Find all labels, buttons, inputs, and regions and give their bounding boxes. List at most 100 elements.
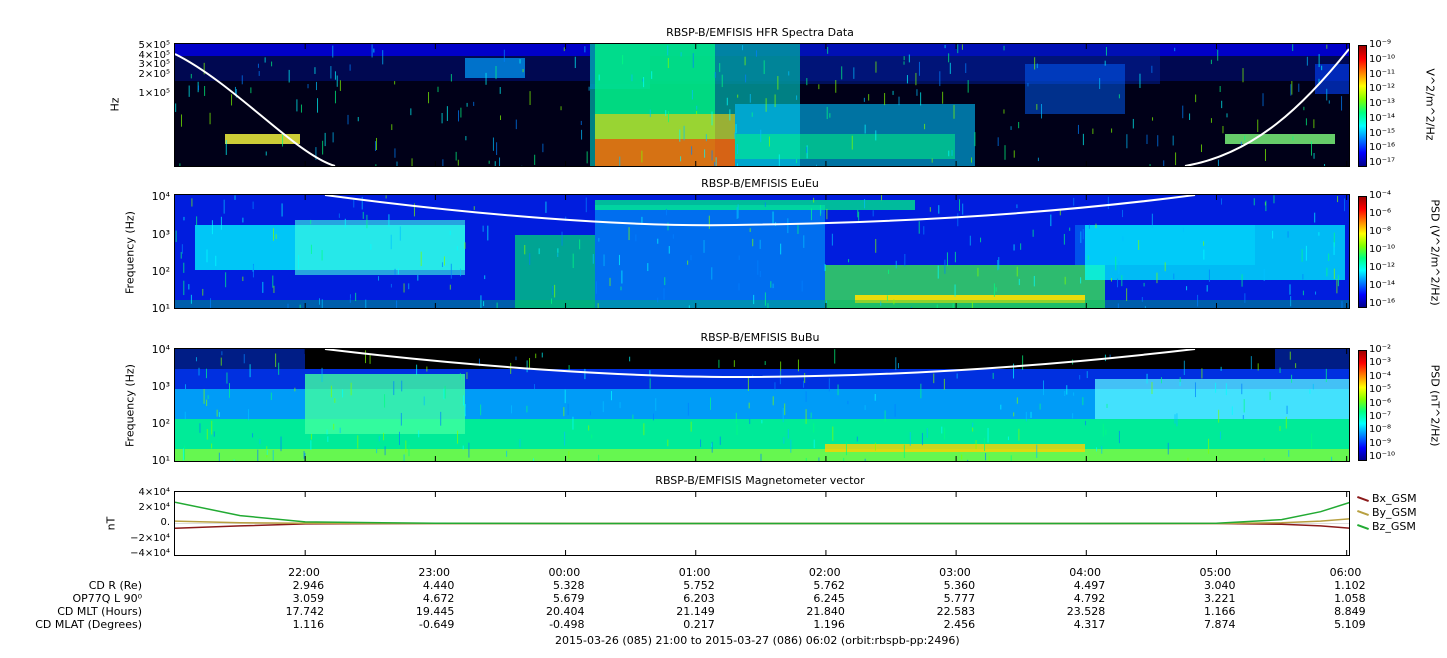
- spectrogram-speckle: [764, 292, 766, 306]
- spectrogram-speckle: [679, 129, 681, 142]
- spectrogram-speckle: [317, 98, 319, 113]
- spectrogram-speckle: [385, 195, 387, 199]
- spectrogram-speckle: [408, 444, 410, 457]
- spectrogram-speckle: [884, 410, 886, 422]
- spectrogram-speckle: [736, 424, 738, 436]
- spectrogram-speckle: [581, 129, 583, 140]
- spectrogram-speckle: [903, 444, 905, 459]
- spectrogram-speckle: [526, 405, 528, 413]
- spectrogram-speckle: [588, 425, 590, 431]
- spectrogram-speckle: [270, 392, 272, 401]
- spectrogram-speckle: [1253, 198, 1255, 206]
- spectrogram-speckle: [874, 442, 876, 451]
- spectrogram-speckle: [1013, 363, 1015, 379]
- spectrogram-speckle: [696, 111, 698, 115]
- eph-label-mlat: CD MLAT (Degrees): [35, 618, 142, 631]
- spectrogram-speckle: [708, 215, 710, 229]
- spectrogram-speckle: [428, 92, 430, 104]
- colorbar-tick: 10⁻⁹: [1369, 39, 1392, 50]
- spectrogram-speckle: [598, 237, 600, 242]
- spectrogram-speckle: [377, 276, 379, 281]
- colorbar-tick: 10⁻¹⁶: [1369, 142, 1396, 154]
- hfr-ytick: 4×10⁵: [138, 50, 170, 61]
- spectrogram-speckle: [957, 213, 959, 227]
- spectrogram-speckle: [1118, 261, 1120, 275]
- colorbar-tick: 10⁻⁴: [1369, 190, 1392, 201]
- spectrogram-speckle: [1082, 397, 1084, 406]
- ephemeris-value: 5.762: [813, 579, 845, 592]
- spectrogram-speckle: [1121, 275, 1123, 287]
- spectrogram-speckle: [190, 73, 192, 79]
- spectrogram-speckle: [704, 149, 706, 158]
- spectrogram-speckle: [837, 384, 839, 396]
- spectrogram-speckle: [884, 93, 886, 106]
- spectrogram-speckle: [510, 362, 512, 374]
- spectrogram-speckle: [1328, 100, 1330, 104]
- spectrogram-speckle: [371, 44, 373, 58]
- spectrogram-speckle: [205, 368, 207, 379]
- spectrogram-speckle: [784, 403, 786, 416]
- spectrogram-speckle: [980, 237, 982, 243]
- spectrogram-speckle: [1104, 60, 1106, 66]
- spectrogram-speckle: [1288, 450, 1290, 457]
- spectrogram-speckle: [942, 91, 944, 104]
- spectrogram-speckle: [357, 435, 359, 449]
- spectrogram-speckle: [442, 159, 444, 166]
- spectrogram-speckle: [1257, 363, 1259, 371]
- spectrogram-speckle: [1086, 371, 1088, 379]
- spectrogram-speckle: [211, 443, 213, 449]
- spectrogram-speckle: [1020, 243, 1022, 250]
- spectrogram-speckle: [1088, 224, 1090, 229]
- spectrogram-speckle: [984, 438, 986, 452]
- legend-by: By_GSM: [1357, 506, 1417, 519]
- spectrogram-speckle: [1160, 377, 1162, 384]
- cyclotron-frequency-line: [324, 195, 1196, 227]
- spectrogram-speckle: [780, 361, 782, 377]
- spectrogram-speckle: [1095, 223, 1097, 229]
- spectrogram-speckle: [1291, 81, 1293, 95]
- spectrogram-speckle: [764, 202, 766, 207]
- spectrogram-speckle: [806, 78, 808, 86]
- spectrogram-speckle: [680, 156, 682, 162]
- spectrogram-speckle: [1337, 274, 1339, 287]
- spectrogram-speckle: [894, 404, 896, 417]
- spectrogram-speckle: [872, 210, 874, 217]
- spectrogram-speckle: [803, 235, 805, 248]
- spectrogram-speckle: [943, 378, 945, 390]
- spectrogram-speckle: [1298, 83, 1300, 92]
- legend-bz-label: Bz_GSM: [1372, 520, 1416, 533]
- spectrogram-speckle: [796, 159, 798, 164]
- spectrogram-speckle: [898, 96, 900, 106]
- spectrogram-speckle: [426, 366, 428, 372]
- spectrogram-speckle: [198, 367, 200, 376]
- bubu-colorbar: [1358, 350, 1367, 461]
- ephemeris-value: 6.203: [683, 592, 715, 605]
- spectrogram-speckle: [951, 150, 953, 156]
- spectrogram-speckle: [1132, 118, 1134, 129]
- spectrogram-speckle: [961, 454, 963, 460]
- spectrogram-speckle: [211, 420, 213, 435]
- spectrogram-speckle: [737, 94, 739, 98]
- spectrogram-speckle: [417, 275, 419, 281]
- spectrogram-speckle: [266, 449, 268, 456]
- spectrogram-speckle: [733, 360, 735, 367]
- hfr-spectrogram: [174, 43, 1350, 167]
- spectrogram-speckle: [1206, 285, 1208, 292]
- spectrogram-speckle: [401, 380, 403, 392]
- spectrogram-speckle: [975, 440, 977, 450]
- spectrogram-speckle: [920, 92, 922, 106]
- spectrogram-speckle: [234, 86, 236, 95]
- spectrogram-speckle: [1010, 455, 1012, 461]
- ephemeris-value: 1.116: [292, 618, 325, 631]
- spectrogram-speckle: [400, 412, 402, 426]
- spectrogram-speckle: [856, 436, 858, 442]
- spectrogram-speckle: [691, 146, 693, 155]
- spectrogram-speckle: [463, 395, 465, 406]
- spectrogram-speckle: [564, 431, 566, 446]
- spectrogram-speckle: [778, 154, 780, 166]
- spectrogram-speckle: [1291, 374, 1293, 383]
- spectrogram-speckle: [418, 430, 420, 438]
- spectrogram-speckle: [349, 294, 351, 299]
- spectrogram-speckle: [619, 402, 621, 409]
- spectrogram-speckle: [895, 260, 897, 269]
